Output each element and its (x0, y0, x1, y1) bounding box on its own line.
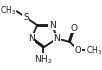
Text: O: O (71, 24, 78, 32)
Text: S: S (23, 13, 29, 22)
Text: NH$_2$: NH$_2$ (34, 54, 53, 66)
Text: N: N (49, 21, 56, 30)
Text: O: O (75, 46, 82, 55)
Text: N: N (54, 34, 60, 43)
Text: CH$_3$: CH$_3$ (86, 44, 102, 57)
Text: CH$_3$: CH$_3$ (0, 5, 16, 17)
Text: N: N (28, 34, 34, 43)
